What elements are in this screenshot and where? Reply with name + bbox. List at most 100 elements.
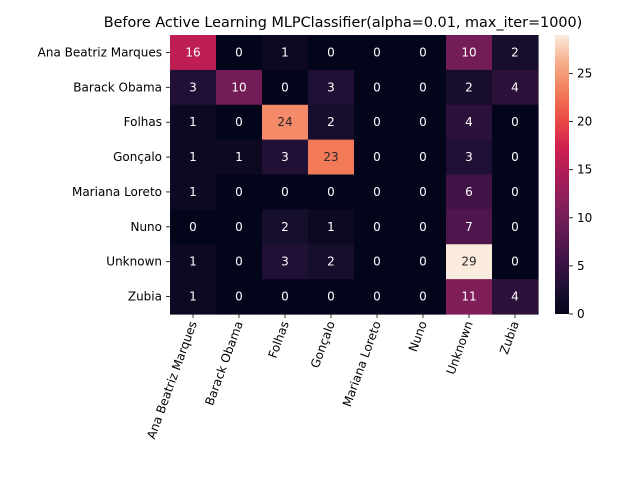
cell-value-label: 0 [419,115,427,129]
cell-value-label: 6 [465,185,473,199]
y-tick-label: Zubia [128,290,162,304]
cell-value-label: 2 [327,255,335,269]
cell-value-label: 11 [461,290,476,304]
cell-value-label: 3 [465,150,473,164]
cell-value-label: 0 [327,290,335,304]
heatmap-cell [492,69,539,106]
cell-value-label: 0 [235,115,243,129]
heatmap-cell [354,104,401,141]
cell-value-label: 0 [235,185,243,199]
x-tick-label: Gonçalo [308,319,338,370]
cell-value-label: 4 [511,80,519,94]
cell-value-label: 1 [189,115,197,129]
cell-value-label: 0 [419,45,427,59]
heatmap-cell [216,279,263,315]
cell-value-label: 1 [281,45,289,59]
cell-value-label: 0 [235,220,243,234]
cell-value-label: 10 [461,45,476,59]
x-tick-labels: Ana Beatriz Marques Barack Obama Folhas Gon… [144,314,522,441]
heatmap-cell [446,209,493,245]
cell-value-label: 0 [373,80,381,94]
heatmap-cell [170,69,217,106]
cell-value-label: 0 [419,150,427,164]
heatmap-cell [216,209,263,245]
cell-value-label: 0 [373,45,381,59]
heatmap-cell [170,174,217,210]
cell-value-label: 1 [189,255,197,269]
heatmap-cell [262,244,309,280]
cell-value-label: 0 [373,115,381,129]
cell-value-label: 2 [281,220,289,234]
heatmap-cell [492,35,539,71]
heatmap-cell [492,279,539,315]
x-tick-label: Nuno [406,319,430,353]
heatmap-cell [400,35,447,71]
colorbar-tick-label: 0 [577,307,585,321]
x-tick-label: Ana Beatriz Marques [144,319,200,441]
cell-value-label: 4 [465,115,473,129]
heatmap-cell [354,174,401,210]
y-tick-labels: Ana Beatriz Marques Barack Obama Folhas Gon… [38,45,170,304]
y-tick-label: Barack Obama [73,80,162,94]
cell-value-label: 0 [235,290,243,304]
cell-value-label: 1 [189,290,197,304]
cell-value-label: 0 [327,185,335,199]
heatmap-cell [400,244,447,280]
cell-value-label: 24 [277,115,292,129]
heatmap-cell [400,174,447,210]
heatmap-cell [262,139,309,176]
cell-value-label: 0 [373,150,381,164]
cell-value-label: 0 [189,220,197,234]
y-tick-label: Folhas [124,115,162,129]
heatmap-cell [308,104,355,141]
cell-value-label: 3 [189,80,197,94]
heatmap-cell [216,244,263,280]
cell-value-label: 0 [511,185,519,199]
heatmap-cell [354,69,401,106]
cell-value-label: 2 [465,80,473,94]
cell-value-label: 0 [419,255,427,269]
heatmap-cell [308,244,355,280]
cell-value-label: 0 [373,220,381,234]
cell-value-label: 0 [281,80,289,94]
heatmap-cell [262,35,309,71]
heatmap-cell [170,139,217,176]
heatmap-cell [446,104,493,141]
x-tick-label: Unknown [444,319,476,376]
cell-value-label: 0 [419,80,427,94]
heatmap-cell [262,104,309,141]
cell-value-label: 1 [235,150,243,164]
cell-value-label: 16 [185,45,200,59]
heatmap-cell [492,104,539,141]
colorbar-tick-label: 5 [577,259,585,273]
cell-value-label: 3 [327,80,335,94]
heatmap-cell [446,174,493,210]
y-tick-label: Nuno [130,220,162,234]
heatmap-cell [354,139,401,176]
cell-value-label: 7 [465,220,473,234]
cell-value-label: 0 [235,45,243,59]
heatmap-cell [400,69,447,106]
heatmap-cell [170,209,217,245]
heatmap-cell [170,104,217,141]
chart-title: Before Active Learning MLPClassifier(alp… [104,15,583,31]
cell-value-label: 0 [327,45,335,59]
heatmap-cell [400,279,447,315]
x-tick-label: Barack Obama [202,319,245,407]
cell-value-label: 0 [373,185,381,199]
heatmap-cell [216,35,263,71]
heatmap-cell [354,209,401,245]
y-tick-label: Unknown [106,255,162,269]
y-tick-label: Mariana Loreto [72,185,162,199]
heatmap-cell [262,174,309,210]
heatmap-cell [400,104,447,141]
heatmap-cell [308,279,355,315]
x-tick-label: Folhas [266,319,292,360]
heatmap-cell [216,139,263,176]
cell-value-label: 0 [511,255,519,269]
cell-value-label: 0 [419,220,427,234]
cell-value-label: 1 [327,220,335,234]
heatmap-cell [170,244,217,280]
heatmap-cell [354,244,401,280]
heatmap-cell [492,209,539,245]
